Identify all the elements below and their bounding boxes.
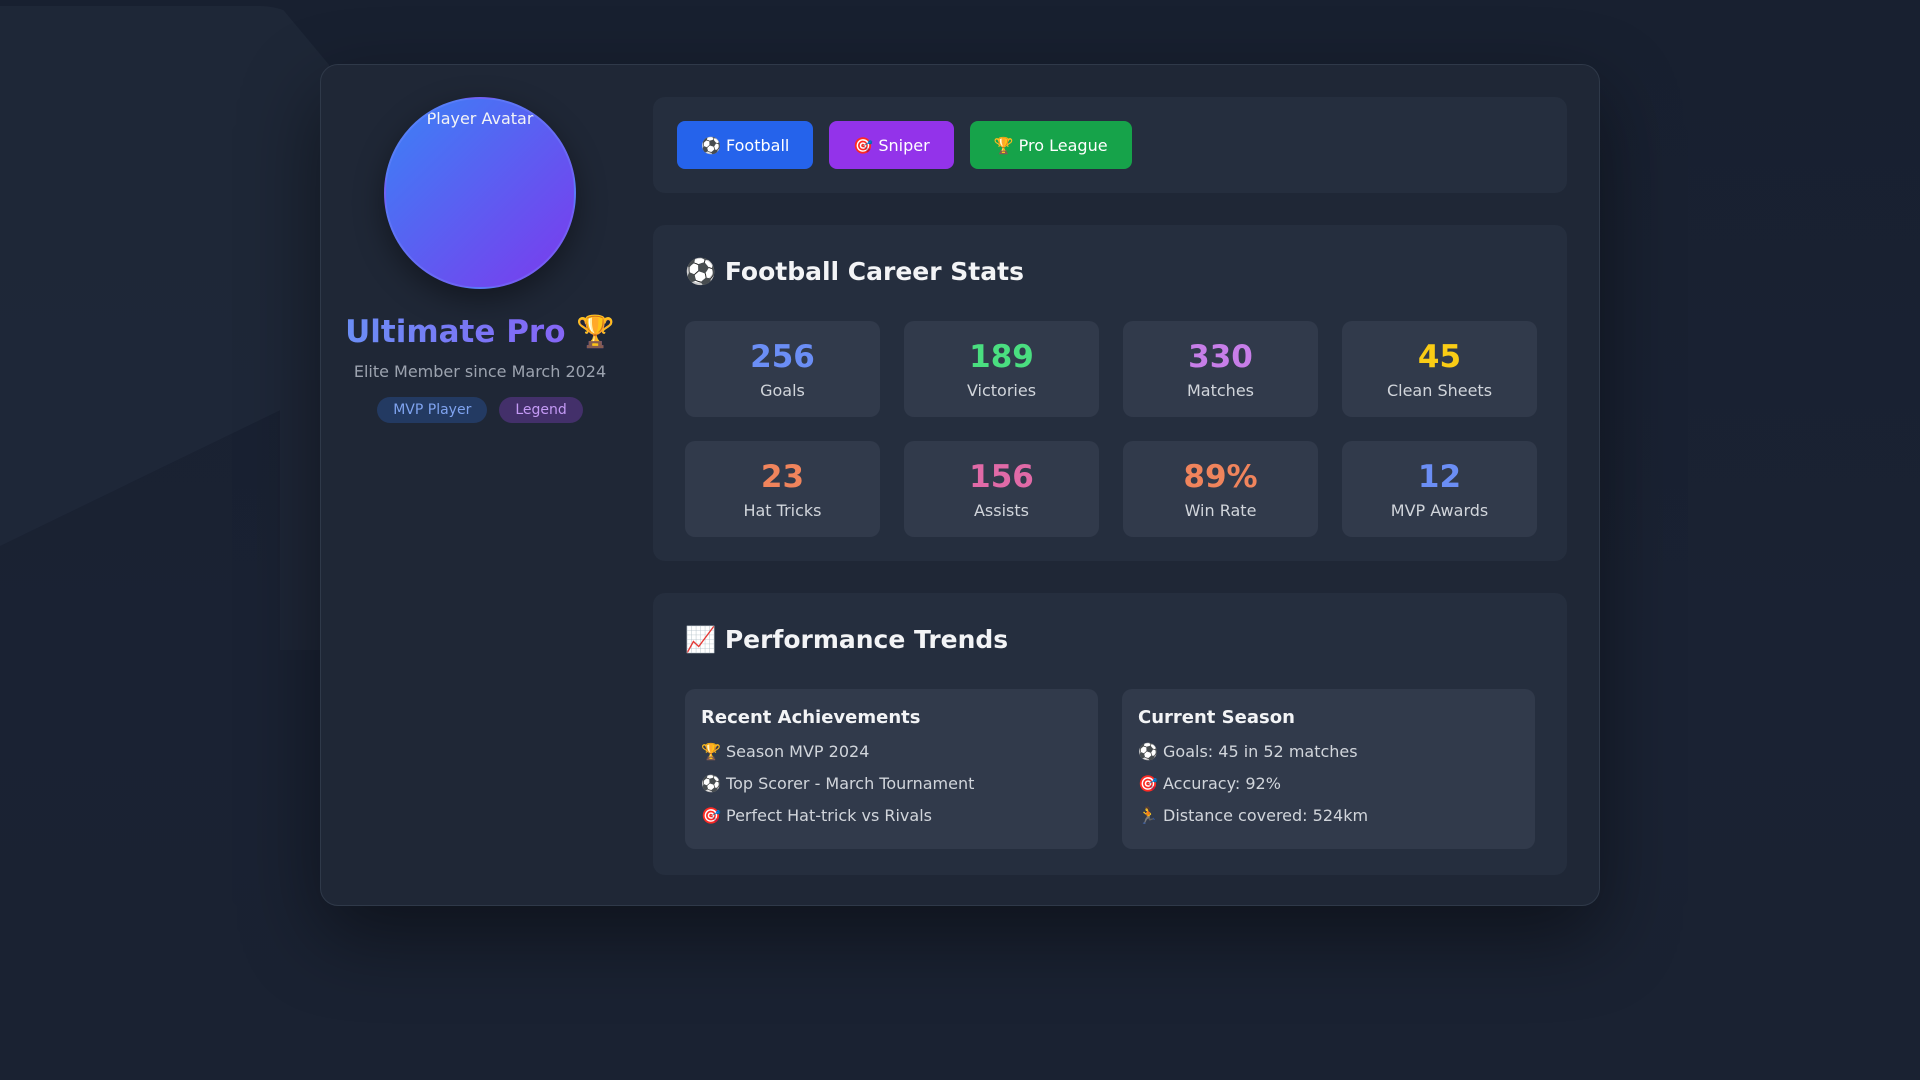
stat-value: 23 xyxy=(760,458,805,495)
stat-value: 89% xyxy=(1183,458,1258,495)
list-item: 🎯 Accuracy: 92% xyxy=(1138,774,1281,793)
member-since: Elite Member since March 2024 xyxy=(353,362,607,381)
stat-label: Assists xyxy=(973,500,1029,520)
badge-mvp-player: MVP Player xyxy=(377,397,488,423)
stat-card-matches: 330 Matches xyxy=(1123,321,1318,417)
profile-column: Player Avatar Ultimate Pro 🏆 Elite Membe… xyxy=(321,65,639,423)
list-item: 🎯 Perfect Hat-trick vs Rivals xyxy=(701,806,932,825)
trends-grid: Recent Achievements 🏆 Season MVP 2024 ⚽ … xyxy=(685,689,1535,849)
stat-value: 156 xyxy=(969,458,1034,495)
performance-trends-title: 📈 Performance Trends xyxy=(685,625,1009,654)
stats-grid: 256 Goals 189 Victories 330 Matches 45 C… xyxy=(685,321,1537,537)
stat-label: Goals xyxy=(760,380,805,400)
tab-football[interactable]: ⚽ Football xyxy=(677,121,814,169)
stat-card-victories: 189 Victories xyxy=(904,321,1099,417)
stat-label: MVP Awards xyxy=(1390,500,1489,520)
tab-pro-league[interactable]: 🏆 Pro League xyxy=(969,121,1132,169)
stat-label: Clean Sheets xyxy=(1386,380,1493,400)
stat-label: Victories xyxy=(966,380,1037,400)
career-stats-title: ⚽ Football Career Stats xyxy=(685,257,1024,286)
list-item: 🏃 Distance covered: 524km xyxy=(1138,806,1369,825)
stat-value: 45 xyxy=(1417,338,1462,375)
stat-label: Hat Tricks xyxy=(743,500,822,520)
player-name: Ultimate Pro 🏆 xyxy=(345,313,615,350)
stat-value: 256 xyxy=(750,338,815,375)
stat-label: Matches xyxy=(1187,380,1254,400)
stat-label: Win Rate xyxy=(1184,500,1257,520)
stat-card-clean-sheets: 45 Clean Sheets xyxy=(1342,321,1537,417)
recent-achievements-card: Recent Achievements 🏆 Season MVP 2024 ⚽ … xyxy=(685,689,1098,849)
avatar-alt-text: Player Avatar xyxy=(426,109,534,128)
player-profile-modal: × Player Avatar Ultimate Pro 🏆 Elite Mem… xyxy=(320,64,1600,906)
list-item: 🏆 Season MVP 2024 xyxy=(701,742,870,761)
current-season-card: Current Season ⚽ Goals: 45 in 52 matches… xyxy=(1122,689,1535,849)
game-mode-tabs: ⚽ Football 🎯 Sniper 🏆 Pro League xyxy=(653,97,1567,193)
current-season-title: Current Season xyxy=(1138,707,1295,728)
stat-card-assists: 156 Assists xyxy=(904,441,1099,537)
stat-card-hat-tricks: 23 Hat Tricks xyxy=(685,441,880,537)
trophy-icon: 🏆 xyxy=(576,314,615,350)
stat-card-mvp-awards: 12 MVP Awards xyxy=(1342,441,1537,537)
list-item: ⚽ Goals: 45 in 52 matches xyxy=(1138,742,1358,761)
stat-card-goals: 256 Goals xyxy=(685,321,880,417)
stat-value: 330 xyxy=(1188,338,1253,375)
stat-card-win-rate: 89% Win Rate xyxy=(1123,441,1318,537)
profile-badges: MVP Player Legend xyxy=(377,397,583,423)
recent-achievements-title: Recent Achievements xyxy=(701,707,921,728)
stat-value: 12 xyxy=(1417,458,1462,495)
tab-sniper[interactable]: 🎯 Sniper xyxy=(829,121,954,169)
stat-value: 189 xyxy=(969,338,1034,375)
performance-trends-panel: 📈 Performance Trends Recent Achievements… xyxy=(653,593,1567,875)
career-stats-panel: ⚽ Football Career Stats 256 Goals 189 Vi… xyxy=(653,225,1567,561)
list-item: ⚽ Top Scorer - March Tournament xyxy=(701,774,975,793)
player-name-text: Ultimate Pro xyxy=(345,314,566,350)
player-avatar: Player Avatar xyxy=(384,97,576,289)
badge-legend: Legend xyxy=(499,397,583,423)
